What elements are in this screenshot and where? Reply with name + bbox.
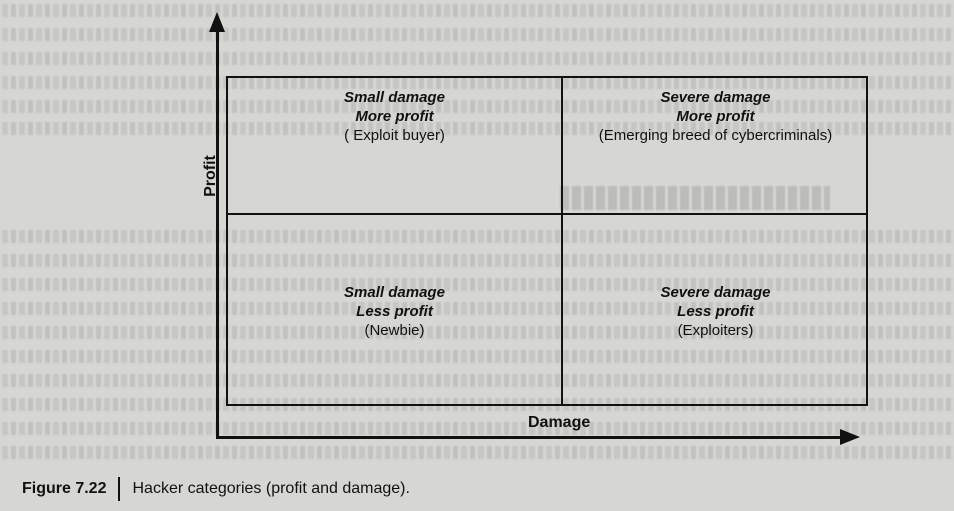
- quadrant-profit-text: Less profit: [356, 303, 433, 320]
- y-axis-label: Profit: [202, 155, 219, 197]
- y-axis-arrow-icon: [209, 12, 225, 32]
- x-axis-label: Damage: [528, 414, 591, 431]
- y-axis-line: [216, 26, 219, 439]
- quadrant-profit-text: More profit: [355, 108, 434, 125]
- figure-caption: Figure 7.22 Hacker categories (profit an…: [22, 477, 410, 501]
- x-axis-arrow-icon: [840, 429, 860, 445]
- quadrant-top-left: Small damage More profit ( Exploit buyer…: [228, 88, 561, 145]
- caption-divider: [118, 477, 121, 501]
- figure-number: Figure 7.22: [22, 480, 107, 497]
- quadrant-bottom-right: Severe damage Less profit (Exploiters): [563, 283, 868, 340]
- quadrant-top-right: Severe damage More profit (Emerging bree…: [563, 88, 868, 145]
- quadrant-damage-text: Severe damage: [660, 89, 771, 106]
- quadrant-damage-text: Small damage: [344, 284, 445, 301]
- grid-vertical-divider: [561, 78, 563, 404]
- quadrant-grid: Small damage More profit ( Exploit buyer…: [226, 76, 868, 406]
- quadrant-damage-text: Small damage: [344, 89, 445, 106]
- figure-caption-text: Hacker categories (profit and damage).: [132, 480, 410, 497]
- x-axis-line: [216, 436, 844, 439]
- quadrant-profit-text: More profit: [676, 108, 755, 125]
- quadrant-bottom-left: Small damage Less profit (Newbie): [228, 283, 561, 340]
- quadrant-category-text: (Emerging breed of cybercriminals): [598, 127, 833, 144]
- quadrant-damage-text: Severe damage: [660, 284, 771, 301]
- quadrant-category-text: ( Exploit buyer): [344, 127, 445, 144]
- quadrant-profit-text: Less profit: [677, 303, 754, 320]
- quadrant-category-text: (Exploiters): [677, 322, 754, 339]
- quadrant-category-text: (Newbie): [364, 322, 425, 339]
- grid-horizontal-divider: [228, 213, 866, 215]
